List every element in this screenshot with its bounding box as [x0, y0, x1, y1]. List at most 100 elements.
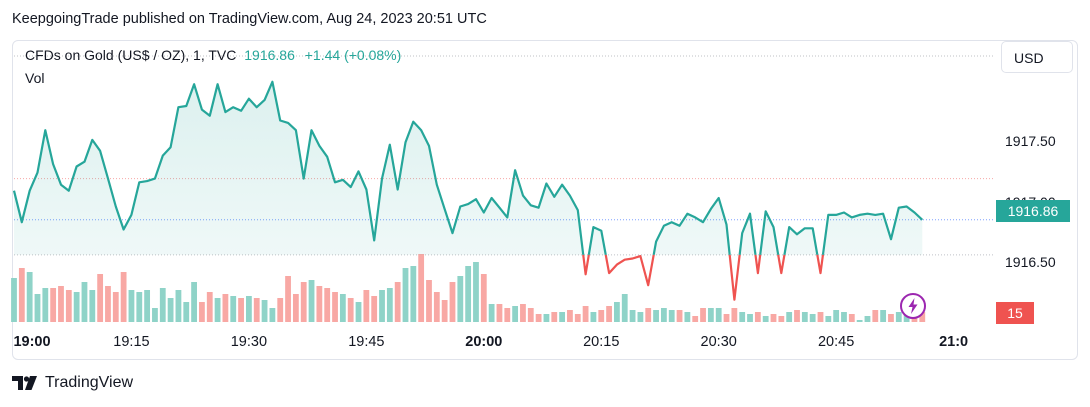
volume-bar	[676, 310, 683, 322]
volume-bar	[285, 276, 291, 322]
volume-bar	[801, 312, 808, 322]
volume-bar	[11, 278, 17, 322]
volume-bar	[496, 304, 503, 322]
volume-bar	[872, 310, 879, 322]
volume-bar	[817, 312, 824, 322]
volume-bar	[89, 290, 96, 322]
volume-bar	[559, 312, 565, 322]
volume-bar	[888, 314, 894, 322]
volume-bar	[18, 268, 25, 322]
volume-bar	[246, 296, 252, 322]
volume-bar	[660, 308, 667, 322]
volume-bar	[754, 312, 761, 322]
volume-bar	[120, 272, 127, 322]
x-tick-label: 20:30	[700, 334, 737, 350]
x-tick-label: 20:00	[465, 334, 503, 350]
volume-bar	[112, 292, 119, 322]
volume-bar	[261, 300, 268, 322]
volume-bar	[700, 308, 706, 322]
volume-bar	[551, 312, 558, 322]
x-tick-label: 19:00	[13, 334, 51, 350]
volume-bar	[426, 280, 432, 322]
volume-bar	[50, 288, 57, 322]
x-tick-label: 19:15	[113, 334, 150, 350]
volume-bar	[308, 280, 315, 322]
price-line	[12, 80, 924, 301]
volume-bar	[144, 290, 151, 322]
volume-bar	[598, 310, 605, 322]
volume-bar	[848, 314, 855, 322]
volume-bar	[410, 266, 417, 322]
volume-bar	[480, 274, 487, 322]
volume-bar	[371, 296, 378, 322]
volume-bar	[841, 312, 847, 322]
volume-bar	[473, 262, 479, 322]
volume-bar	[81, 282, 88, 322]
volume-bar	[621, 294, 628, 322]
volume-bar	[825, 316, 832, 322]
volume-bar	[864, 316, 871, 322]
volume-bar	[770, 314, 777, 322]
volume-bar	[527, 308, 534, 322]
volume-bar	[73, 292, 80, 322]
volume-bar	[324, 288, 331, 322]
volume-bar	[152, 308, 158, 322]
volume-bar	[105, 286, 111, 322]
volume-bar	[347, 298, 354, 322]
volume-bar	[191, 282, 197, 322]
x-tick-label: 19:30	[230, 334, 268, 350]
currency-button[interactable]: USD	[1001, 41, 1073, 73]
volume-bar	[253, 298, 260, 322]
volume-bar	[316, 286, 323, 322]
tradingview-logo-icon	[12, 376, 37, 390]
chart-frame	[12, 40, 1078, 360]
volume-bar	[535, 314, 542, 322]
volume-bar	[543, 314, 550, 322]
volume-bar	[747, 314, 753, 322]
brand-name: TradingView	[45, 374, 134, 391]
volume-bar	[167, 298, 174, 322]
volume-bar	[379, 290, 385, 322]
volume-bar	[895, 312, 902, 322]
price-line-above-baseline	[12, 80, 924, 255]
chart-legend[interactable]: CFDs on Gold (US$ / OZ), 1, TVC 1916.86 …	[25, 47, 401, 63]
volume-bar	[574, 314, 581, 322]
volume-bar	[637, 312, 644, 322]
volume-bar	[355, 302, 362, 322]
volume-bar	[269, 308, 276, 322]
volume-bar	[238, 298, 244, 322]
volume-bar	[214, 298, 221, 322]
volume-bar	[34, 294, 41, 322]
volume-bar	[919, 312, 926, 322]
volume-bar	[880, 310, 887, 322]
volume-bar	[794, 310, 800, 322]
volume-bar	[739, 312, 746, 322]
volume-bar	[65, 290, 72, 322]
volume-bar	[136, 292, 143, 322]
volume-bar	[567, 310, 573, 322]
legend-price: 1916.86	[244, 47, 295, 63]
volume-bar	[128, 290, 135, 322]
volume-bar	[222, 294, 229, 322]
volume-bar	[206, 292, 213, 322]
volume-legend[interactable]: Vol	[25, 70, 45, 86]
volume-bar	[668, 310, 675, 322]
y-tick-label: 1917.50	[1005, 133, 1056, 150]
volume-tag: 15	[996, 302, 1034, 324]
volume-bar	[684, 312, 691, 322]
volume-bar	[590, 312, 597, 322]
lightning-icon[interactable]	[899, 292, 927, 320]
legend-change: +1.44 (+0.08%)	[304, 47, 402, 63]
volume-bar	[402, 268, 409, 322]
volume-bar	[606, 306, 612, 322]
volume-bar	[386, 288, 393, 322]
volume-bar	[653, 310, 659, 322]
volume-bar	[300, 282, 307, 322]
volume-bar	[856, 320, 863, 322]
volume-bar	[715, 308, 722, 322]
y-tick-label: 1916.50	[1005, 254, 1056, 271]
volume-bar	[230, 296, 237, 322]
volume-bar	[833, 310, 840, 322]
tradingview-brand[interactable]: TradingView	[12, 374, 133, 392]
